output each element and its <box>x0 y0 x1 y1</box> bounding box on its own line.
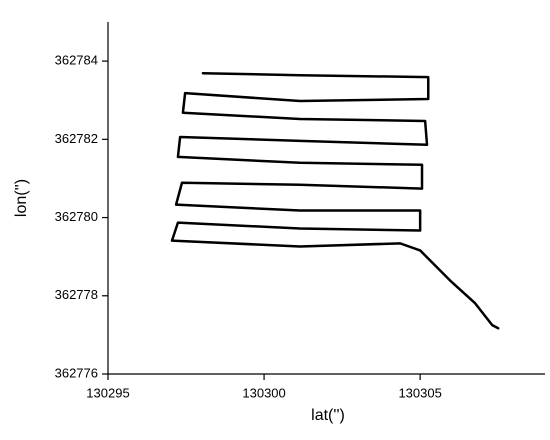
y-tick-label: 362776 <box>55 365 98 380</box>
data-line <box>170 71 500 330</box>
y-tick-label: 362782 <box>55 131 98 146</box>
x-tick-label: 130300 <box>242 385 285 400</box>
x-tick-label: 130305 <box>398 385 441 400</box>
x-tick-label: 130295 <box>86 385 129 400</box>
y-tick-label: 362780 <box>55 209 98 224</box>
y-axis-title: lon('') <box>13 179 30 217</box>
x-axis-title: lat('') <box>311 407 345 424</box>
y-tick-label: 362784 <box>55 53 98 68</box>
y-tick-label: 362778 <box>55 287 98 302</box>
